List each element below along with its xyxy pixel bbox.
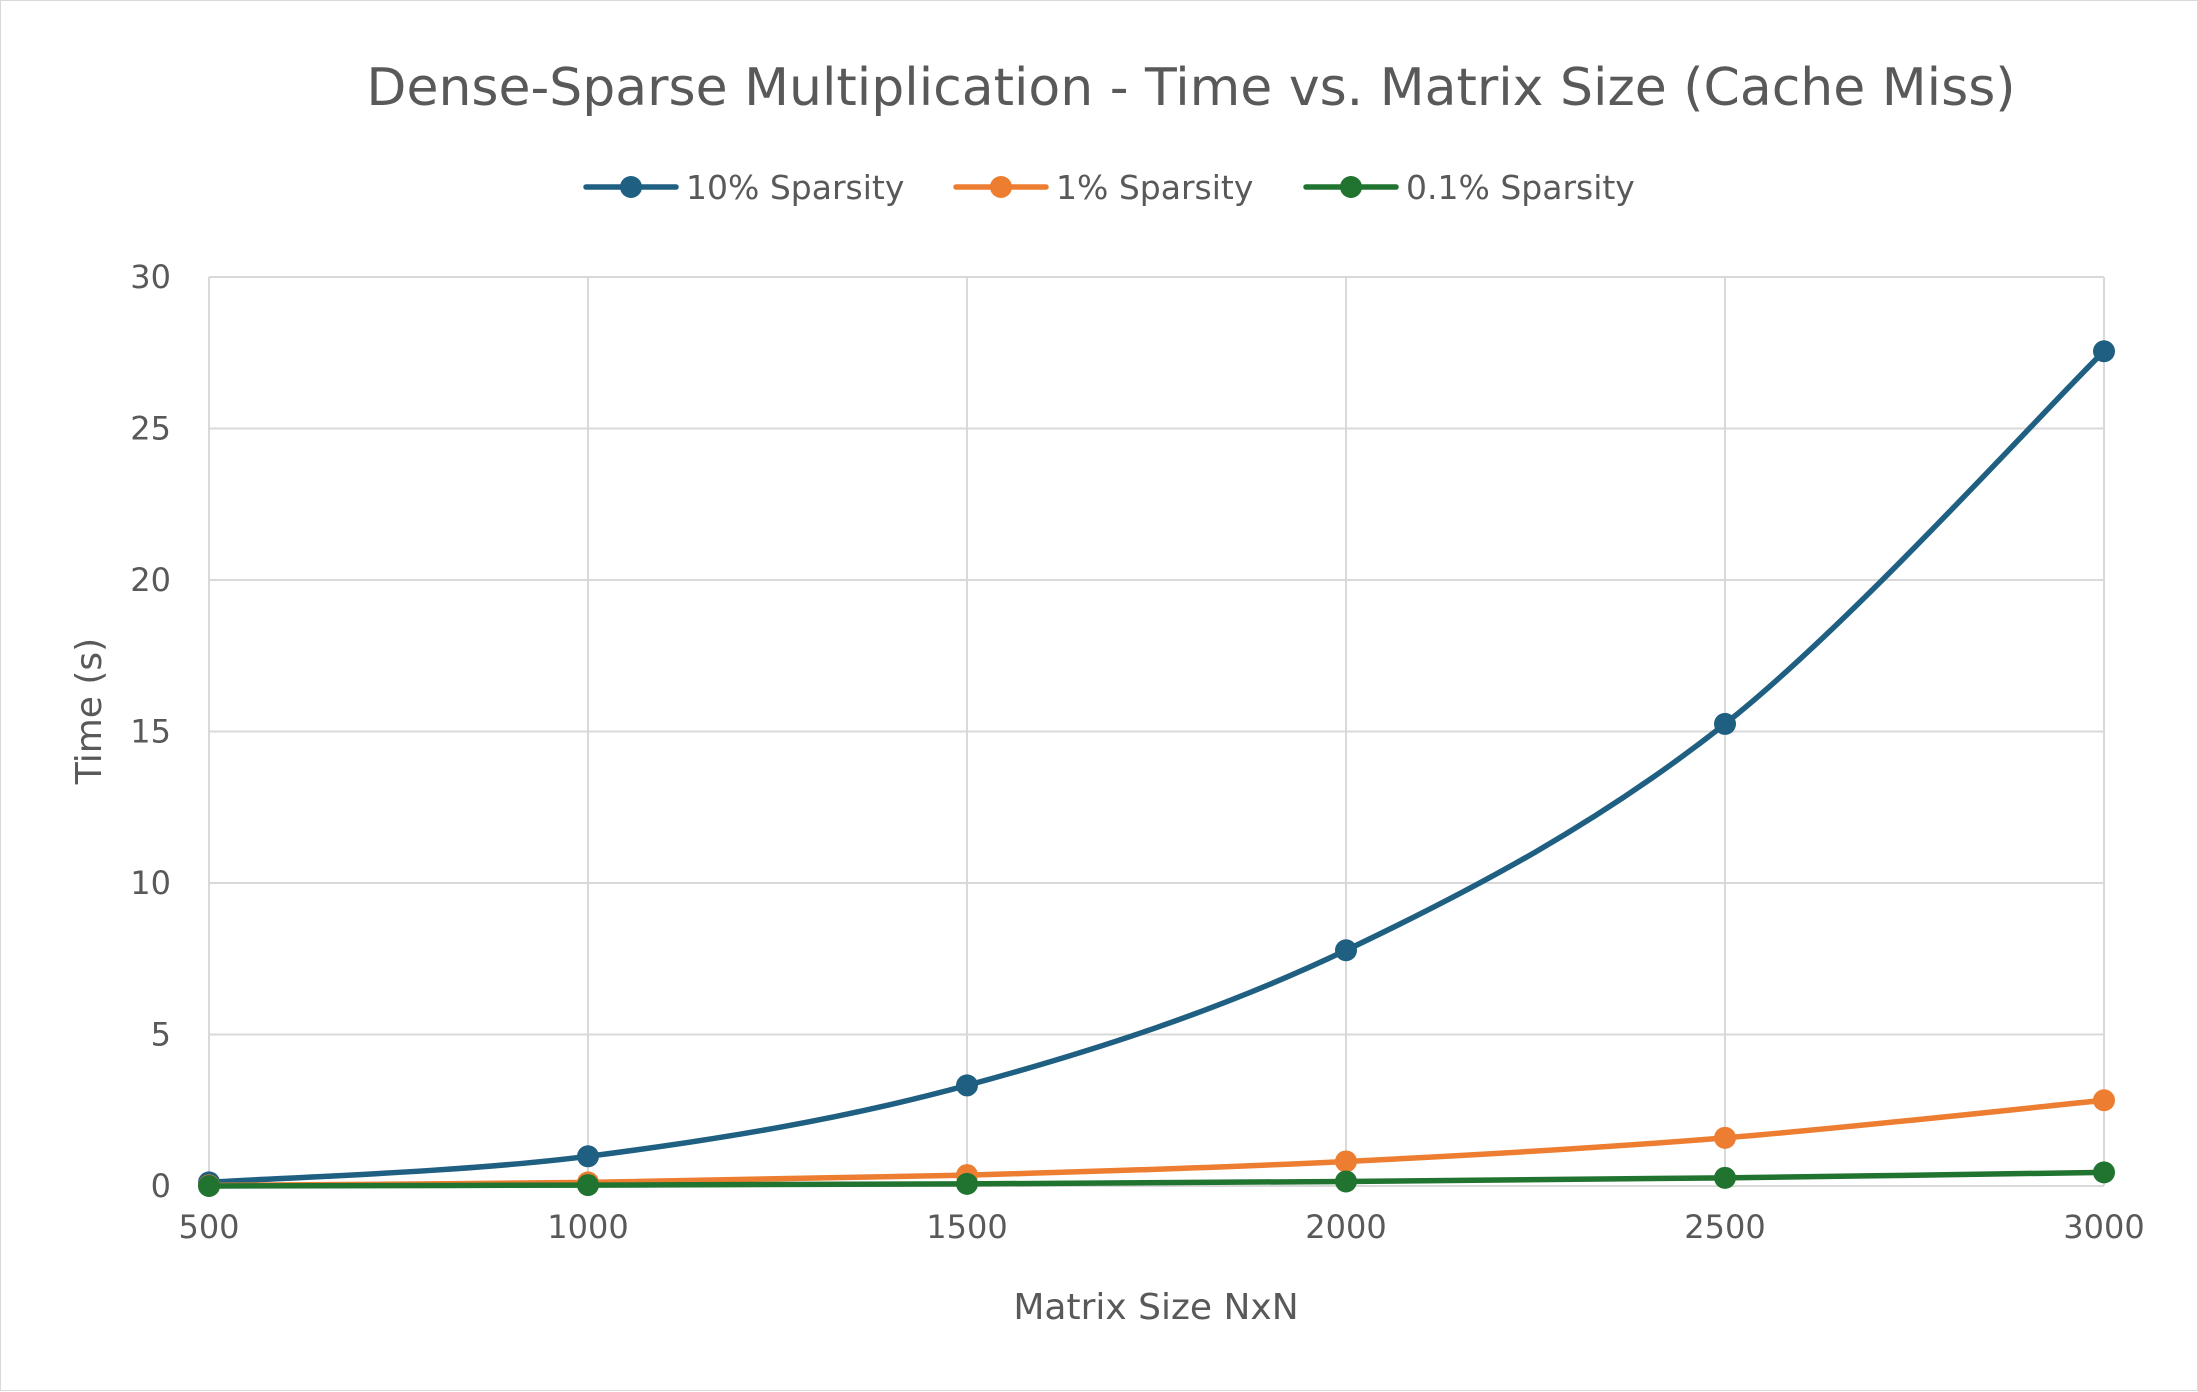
grid: [208, 276, 2105, 1187]
data-point: [1335, 939, 1357, 962]
x-axis-title: Matrix Size NxN: [1013, 1287, 1298, 1328]
data-point: [2093, 1089, 2115, 1112]
data-point: [1714, 1126, 1736, 1149]
y-tick-label: 0: [151, 1167, 171, 1205]
legend: 10% Sparsity 1% Sparsity 0.1% Sparsity: [583, 168, 1635, 207]
x-tick-label: 3000: [2063, 1208, 2144, 1246]
data-point: [1335, 1150, 1357, 1173]
legend-marker: [1340, 176, 1362, 198]
x-tick-label: 500: [178, 1208, 239, 1246]
data-point: [1714, 1166, 1736, 1189]
chart-title: Dense-Sparse Multiplication - Time vs. M…: [366, 58, 2015, 118]
data-point: [198, 1175, 220, 1197]
legend-marker: [990, 176, 1012, 198]
data-point: [577, 1174, 599, 1197]
y-tick-label: 5: [151, 1016, 171, 1054]
x-tick-label: 1000: [547, 1208, 628, 1246]
legend-label: 1% Sparsity: [1056, 168, 1253, 207]
y-tick-label: 20: [130, 561, 171, 599]
x-tick-label: 1500: [926, 1208, 1007, 1246]
series-0: [198, 340, 2115, 1194]
series-2: [198, 1161, 2115, 1197]
legend-label: 0.1% Sparsity: [1406, 168, 1635, 207]
series-line: [206, 348, 2107, 1186]
y-tick-label: 30: [130, 258, 171, 296]
data-point: [1714, 712, 1736, 735]
series-line: [206, 1097, 2107, 1189]
y-tick-label: 25: [130, 410, 171, 448]
data-point: [956, 1172, 978, 1195]
data-point: [2093, 340, 2115, 363]
series-line: [206, 1169, 2107, 1189]
data-point: [1335, 1170, 1357, 1193]
data-point: [2093, 1161, 2115, 1184]
legend-label: 10% Sparsity: [686, 168, 904, 207]
series-group: [198, 340, 2115, 1197]
y-tick-label: 15: [130, 713, 171, 751]
data-point: [577, 1145, 599, 1168]
x-tick-label: 2500: [1684, 1208, 1765, 1246]
y-tick-label: 10: [130, 864, 171, 902]
data-point: [956, 1074, 978, 1097]
legend-item: 0.1% Sparsity: [1303, 168, 1635, 207]
legend-marker: [620, 176, 642, 198]
axes: 0 5 10 15 20 25 30 500 1000 1500 2000 2500 3000: [130, 258, 2144, 1246]
x-tick-label: 2000: [1305, 1208, 1386, 1246]
legend-item: 10% Sparsity: [583, 168, 904, 207]
y-axis-title: Time (s): [69, 638, 110, 785]
legend-item: 1% Sparsity: [953, 168, 1253, 207]
